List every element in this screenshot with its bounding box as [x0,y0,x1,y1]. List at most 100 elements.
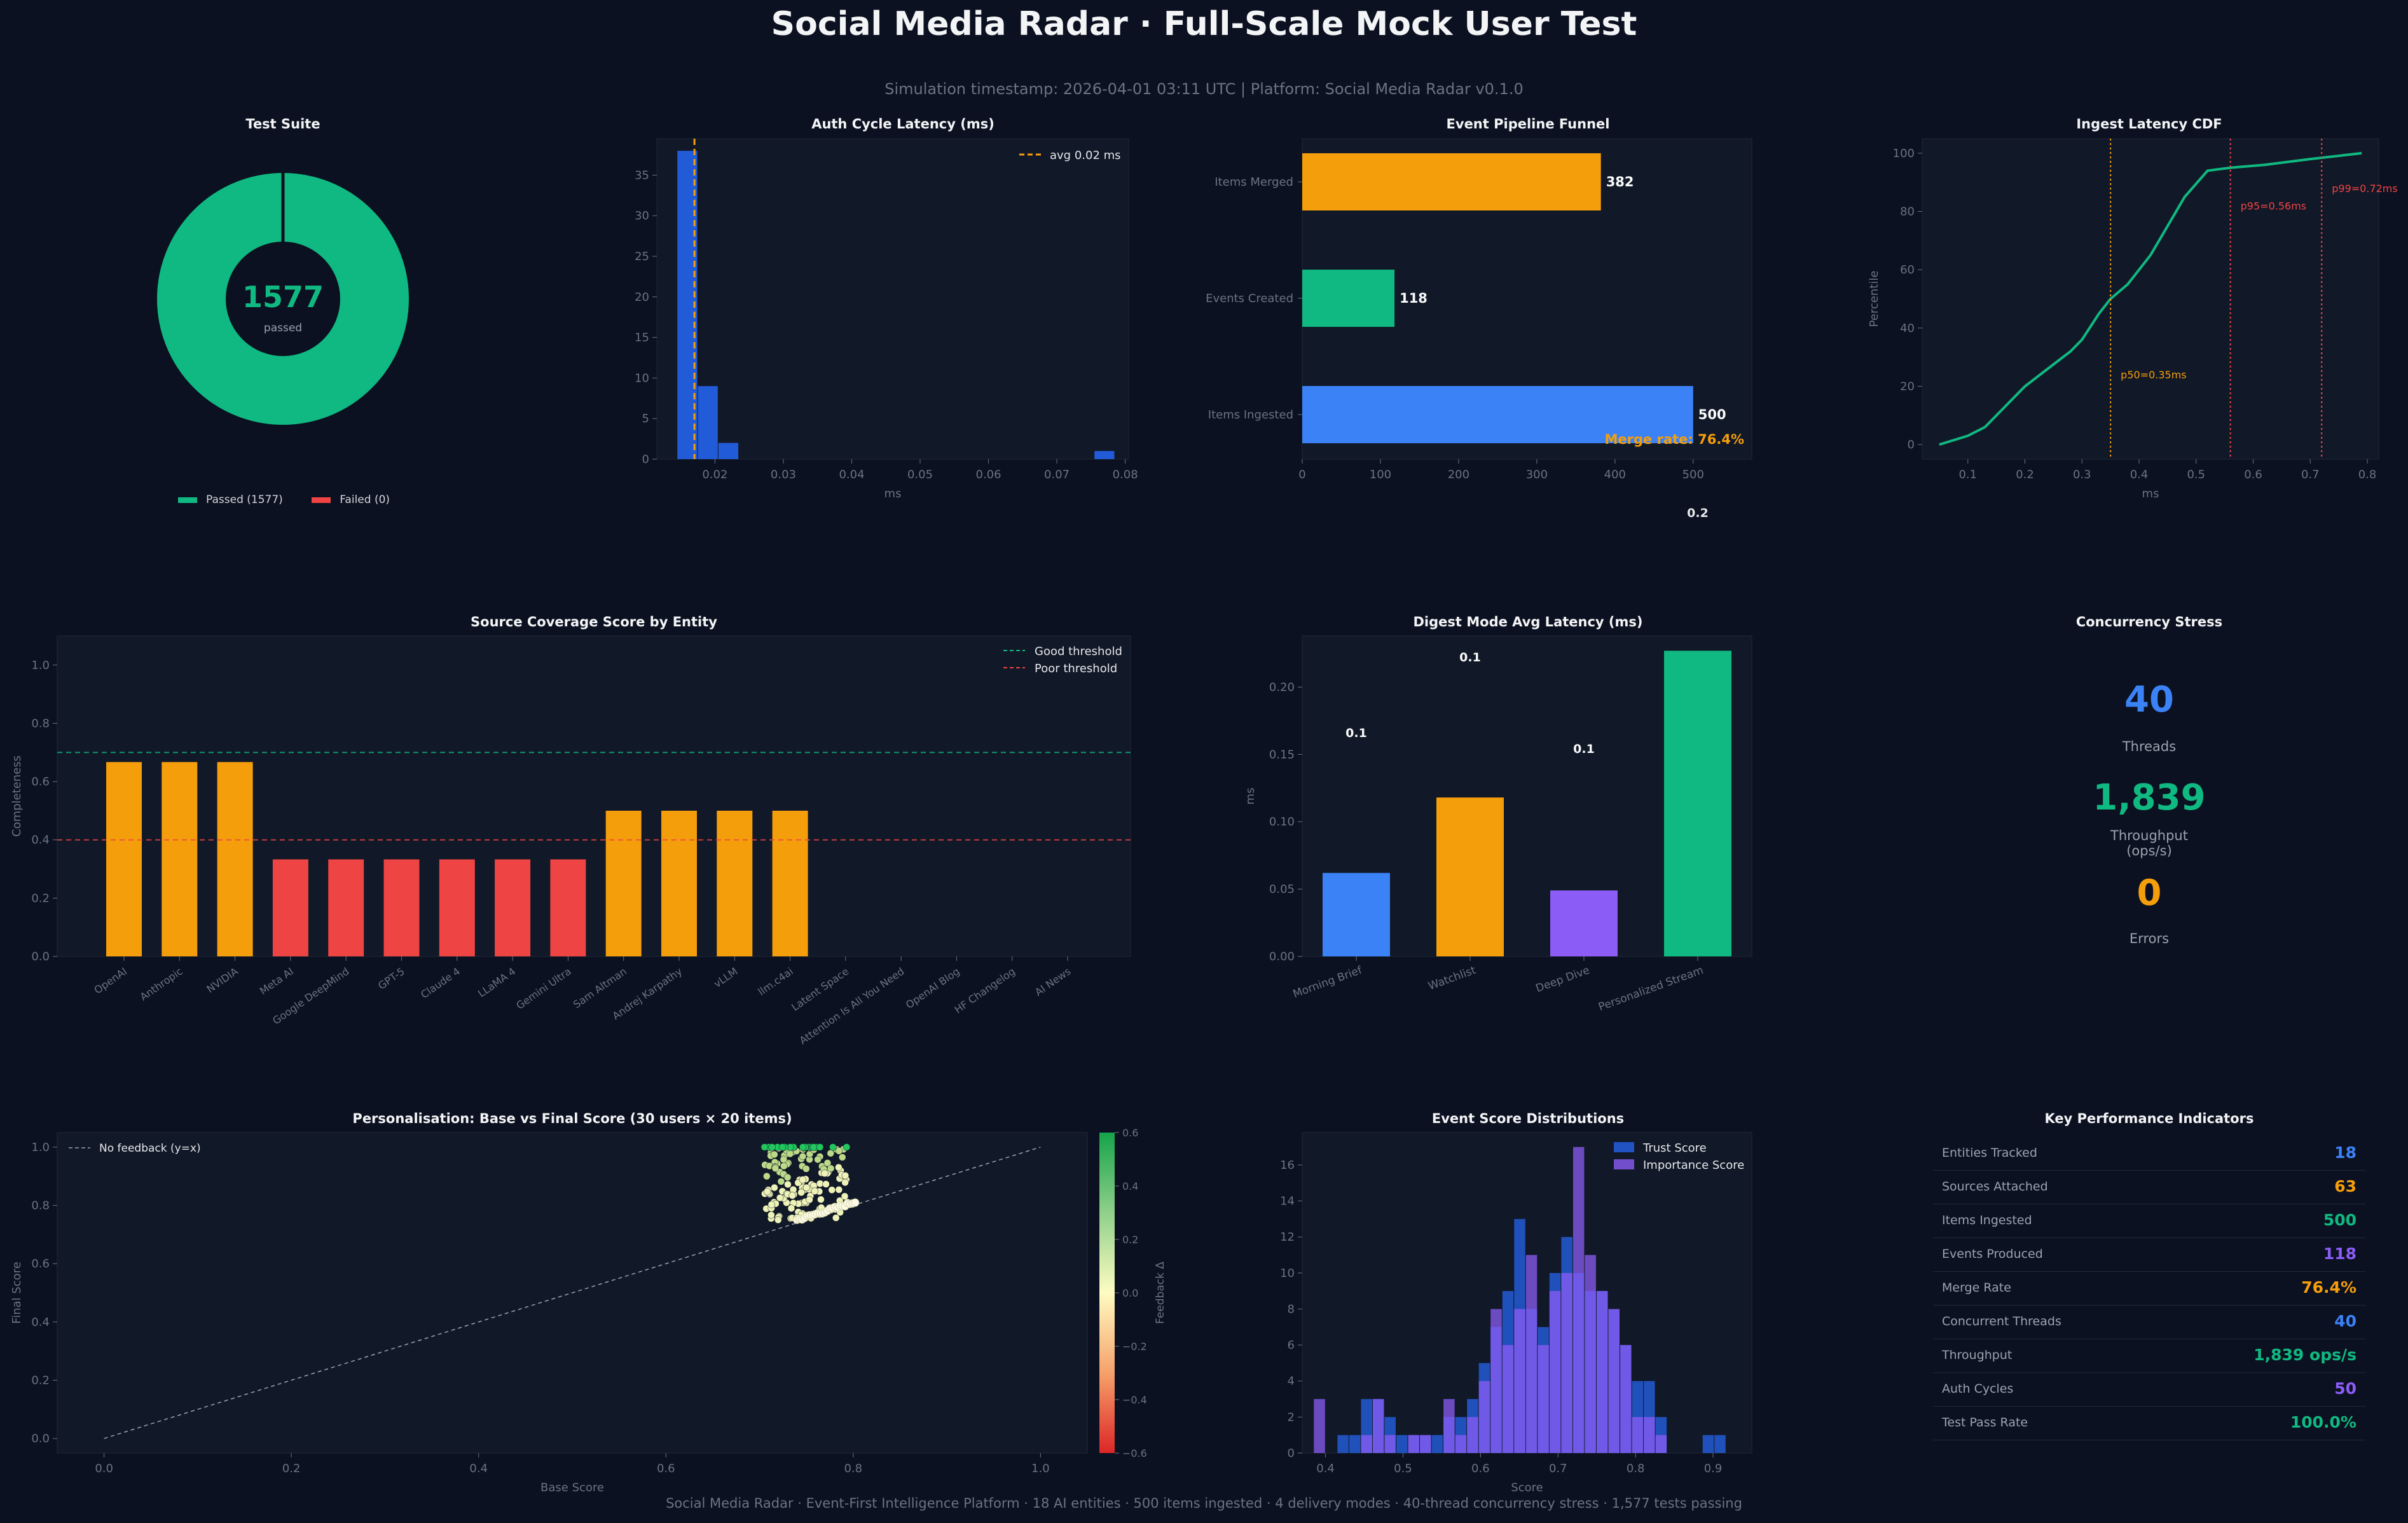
personal-y-tick-label: 1.0 [31,1141,50,1154]
trust-score-bar [1632,1381,1644,1453]
scatter-point [830,1203,838,1211]
coverage-category-label: Andrej Karpathy [610,965,684,1023]
auth-y-tick-label: 15 [635,331,649,345]
trust-score-bar [1608,1309,1620,1453]
funnel-plot-area [1302,138,1752,460]
coverage-bar [550,859,586,956]
scatter-point [789,1199,797,1207]
personal-x-tick-label: 0.6 [657,1462,675,1475]
scatter-point [787,1204,795,1212]
digest-bar [1664,651,1731,956]
kpi-row: Events Produced 118 [1933,1238,2365,1272]
scatter-point [832,1214,840,1222]
scatter-point [800,1199,808,1207]
coverage-y-tick-label: 0.8 [31,717,50,730]
kpi-value: 18 [2334,1143,2356,1162]
scatter-point [805,1211,814,1220]
scatter-point [790,1143,797,1151]
scatter-point [797,1215,806,1224]
scatter-point [841,1171,850,1180]
colorbar-tick-label: 0.6 [1122,1127,1138,1139]
dist-legend-label: Trust Score [1642,1141,1707,1155]
scatter-point [802,1211,811,1220]
importance-score-bar [1372,1399,1384,1453]
scatter-point [793,1214,801,1222]
auth-x-tick-label: 0.06 [976,468,1001,481]
digest-title: Digest Mode Avg Latency (ms) [1413,614,1643,630]
scatter-point [815,1209,824,1218]
trust-score-bar [1372,1399,1384,1453]
coverage-category-label: OpenAI [92,965,130,996]
scatter-point [797,1179,806,1187]
scatter-point [792,1215,801,1224]
coverage-category-label: LLaMA 4 [476,965,518,1000]
scatter-point [795,1176,804,1184]
kpi-label: Entities Tracked [1942,1146,2037,1160]
trust-score-bar [1443,1417,1455,1453]
scatter-point [798,1162,806,1170]
scatter-point [841,1192,849,1200]
scatter-point [807,1214,815,1222]
importance-score-bar [1478,1381,1490,1453]
scatter-point [820,1165,828,1173]
trust-score-bar [1714,1435,1726,1453]
dist-y-tick-label: 14 [1280,1195,1295,1208]
personal-legend-label: No feedback (y=x) [99,1142,201,1155]
kpi-value: 50 [2334,1379,2356,1398]
personal-x-tick-label: 0.4 [469,1462,488,1475]
kpi-value: 100.0% [2290,1413,2356,1431]
auth-x-tick-label: 0.08 [1113,468,1138,481]
coverage-bar [661,810,697,956]
cdf-y-tick-label: 40 [1900,322,1915,335]
merge-rate-annotation: Merge rate: 76.4% [1605,432,1744,447]
importance-score-bar [1408,1435,1420,1453]
scatter-point [816,1210,823,1218]
scatter-point [783,1199,790,1207]
personal-x-tick-label: 0.0 [95,1462,113,1475]
coverage-bar [383,859,420,956]
coverage-category-label: Anthropic [138,965,185,1003]
coverage-category-label: GPT-5 [376,965,407,992]
personal-plot-area [57,1132,1088,1454]
auth-y-tick-label: 5 [642,412,649,425]
auth-x-tick-label: 0.02 [702,468,727,481]
legend-failed: Failed (0) [340,493,390,506]
scatter-point [810,1146,818,1154]
scatter-point [765,1143,773,1151]
scatter-point [783,1190,791,1198]
scatter-point [825,1204,834,1213]
scatter-point [788,1190,795,1198]
scatter-point [778,1143,787,1151]
scatter-point [799,1143,807,1151]
kpi-value: 76.4% [2301,1278,2356,1297]
digest-category-label: Watchlist [1427,964,1478,993]
trust-score-bar [1502,1291,1514,1453]
scatter-point [760,1143,768,1151]
auth-y-tick-label: 30 [635,209,649,223]
colorbar-tick-label: −0.6 [1122,1447,1147,1459]
colorbar-tick-label: 0.4 [1122,1180,1138,1192]
scatter-point [788,1148,797,1156]
funnel-category-label: Items Merged [1214,176,1293,189]
funnel-x-tick-label: 400 [1604,468,1626,481]
dist-y-tick-label: 2 [1288,1410,1295,1424]
auth-bar [718,443,739,459]
scatter-point [823,1169,831,1177]
scatter-point [780,1155,788,1164]
personal-y-tick-label: 0.4 [31,1316,50,1329]
dist-x-tick-label: 0.6 [1471,1462,1490,1475]
legend-swatch-failed [312,497,331,503]
errors-value: 0 [2136,872,2162,914]
scatter-point [783,1160,791,1168]
kpi-label: Merge Rate [1942,1281,2011,1295]
importance-score-bar [1502,1345,1514,1453]
trust-score-bar [1514,1218,1525,1453]
cdf-p50-label: p50=0.35ms [2121,369,2186,381]
scatter-point [848,1199,857,1208]
scatter-point [824,1168,832,1176]
importance-score-bar [1467,1417,1478,1453]
dist-x-tick-label: 0.5 [1394,1462,1412,1475]
importance-score-bar [1596,1291,1608,1453]
coverage-category-label: HF Changelog [952,965,1017,1016]
scatter-point [830,1203,839,1211]
